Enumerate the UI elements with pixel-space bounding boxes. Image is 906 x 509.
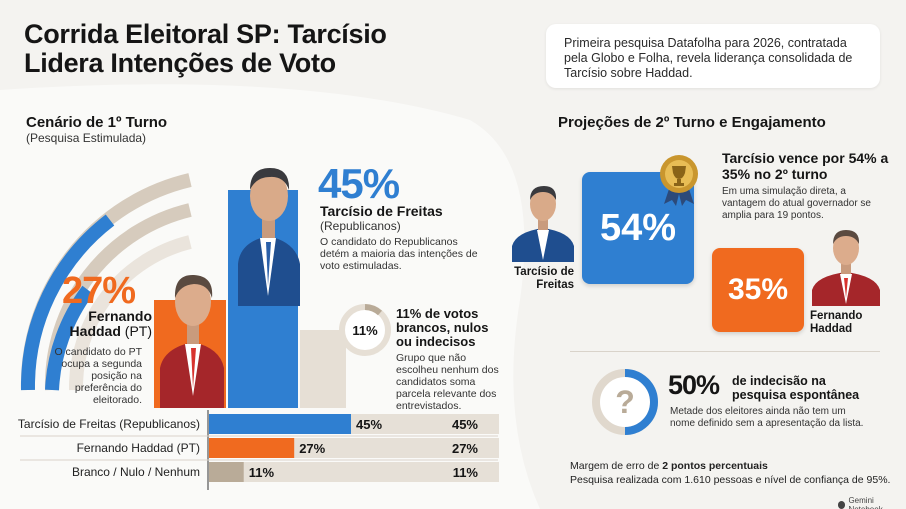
margin-of-error: Margem de erro de 2 pontos percentuais [570,460,768,472]
blank-ring: 11% [339,304,391,356]
svg-text:?: ? [615,384,635,420]
tarcisio-second-round-label: Tarcísio de Freitas [514,266,574,291]
tarcisio-first-round-pct: 45% [318,160,400,207]
blank-vertical-bar [300,330,346,408]
tarcisio-portrait [238,168,300,306]
bar-value-label: 27% [299,441,325,456]
brand-mark: Gemini Notebook [838,496,906,509]
haddad-small-portrait [812,230,880,306]
bar-category-label: Branco / Nulo / Nenhum [72,465,200,479]
bar-0 [209,414,351,434]
blank-title: 11% de votos brancos, nulos ou indecisos [396,306,489,349]
bar-1 [209,438,295,458]
page-title: Corrida Eleitoral SP: Tarcísio Lidera In… [24,19,387,78]
haddad-second-round-pct: 35% [727,273,789,306]
divider [570,351,880,352]
spontaneous-title: de indecisão na pesquisa espontânea [732,374,860,402]
first-round-title: Cenário de 1º Turno [26,114,168,131]
trophy-medal-icon [660,155,698,206]
arc-mid-blue [45,285,94,391]
bar-track [209,462,499,482]
brand-text: Gemini Notebook [848,496,882,509]
tarcisio-desc: O candidato do Republicanos detém a maio… [320,236,478,272]
bar-value-label-right: 11% [453,465,479,480]
tarcisio-name: Tarcísio de Freitas [320,203,443,219]
intro-text: Primeira pesquisa Datafolha para 2026, c… [564,36,853,80]
bar-value-label-right: 27% [452,441,478,456]
haddad-second-round-card: 35% [712,248,804,332]
tarcisio-second-round-pct: 54% [599,206,677,249]
haddad-desc: O candidato do PT ocupa a segunda posiçã… [54,346,142,406]
second-round-desc: Em uma simulação direta, a vantagem do a… [722,186,871,221]
bar-value-label-right: 45% [452,417,478,432]
blank-desc: Grupo que não escolheu nenhum dos candid… [396,352,499,412]
bar-category-label: Fernando Haddad (PT) [77,441,200,455]
haddad-name: Fernando Haddad (PT) [69,308,152,339]
haddad-portrait [160,274,224,408]
spontaneous-pct: 50% [668,370,720,400]
blank-ring-label: 11% [352,323,378,338]
first-round-subtitle: (Pesquisa Estimulada) [26,131,147,145]
second-round-title: Projeções de 2º Turno e Engajamento [558,114,826,131]
intro-box: Primeira pesquisa Datafolha para 2026, c… [546,24,880,88]
bar-value-label: 11% [249,465,275,480]
brand-icon [838,501,846,509]
tarcisio-second-round-card: 54% [582,172,694,284]
second-round-headline: Tarcísio vence por 54% a 35% no 2º turno [722,150,889,182]
first-round-bar-chart: Tarcísio de Freitas (Republicanos) 45% 45%… [18,410,499,490]
arc-graphic [20,173,192,391]
arc-outer-blue [20,214,115,391]
haddad-first-round-pct: 27% [62,270,136,312]
sample-info: Pesquisa realizada com 1.610 pessoas e n… [570,474,891,486]
bar-2 [209,462,244,482]
arc-inner-beige [68,235,192,391]
tarcisio-party: (Republicanos) [320,219,401,233]
bar-category-label: Tarcísio de Freitas (Republicanos) [18,417,200,431]
spontaneous-desc: Metade dos eleitores ainda não tem um no… [670,406,864,429]
bar-value-label: 45% [356,417,382,432]
haddad-second-round-label: Fernando Haddad [810,310,863,335]
tarcisio-small-portrait [512,186,574,262]
question-mark-icon: ? [592,369,658,435]
